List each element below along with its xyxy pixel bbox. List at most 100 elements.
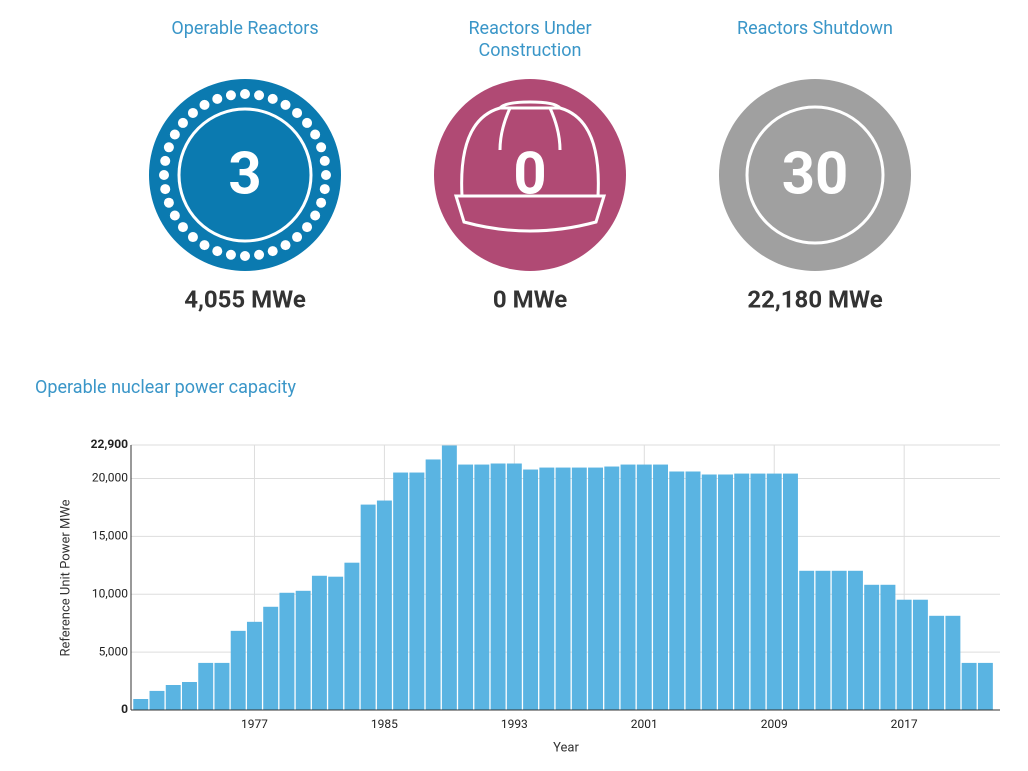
bar <box>799 570 815 710</box>
bar <box>393 472 409 710</box>
y-tick-label: 10,000 <box>92 586 128 600</box>
icon-dot <box>163 197 174 208</box>
bar <box>409 472 425 710</box>
bar <box>766 473 782 710</box>
bar <box>945 615 961 710</box>
icon-dot <box>292 107 303 118</box>
icon-dot <box>280 99 291 110</box>
icon-dot <box>316 142 327 153</box>
icon-dot <box>199 240 210 251</box>
icon-dot <box>319 184 330 195</box>
bar <box>263 606 279 710</box>
bar <box>896 599 912 710</box>
bar <box>847 570 863 710</box>
bar <box>311 575 327 710</box>
bar <box>474 464 490 710</box>
icon-dot <box>302 117 313 128</box>
stat-value: 0 <box>513 140 546 208</box>
icon-dot <box>199 99 210 110</box>
bar <box>929 615 945 710</box>
bar <box>669 471 685 710</box>
bar <box>246 621 262 710</box>
bar <box>458 464 474 710</box>
icon-dot <box>302 222 313 233</box>
bar <box>490 463 506 710</box>
bar <box>782 473 798 710</box>
bar <box>620 464 636 710</box>
bar <box>425 459 441 710</box>
bar <box>555 467 571 710</box>
icon-dot <box>212 246 223 257</box>
bar <box>880 584 896 710</box>
icon-dot <box>187 232 198 243</box>
x-tick-label: 1993 <box>501 717 528 731</box>
icon-dot <box>316 197 327 208</box>
stat-title: Reactors Shutdown <box>737 18 893 39</box>
bar <box>701 474 717 710</box>
icon-dot <box>240 89 250 99</box>
icon-dot <box>267 93 278 104</box>
bar <box>230 630 246 710</box>
icon-dot <box>169 210 180 221</box>
chart-title: Operable nuclear power capacity <box>35 377 296 398</box>
icon-dot <box>177 222 188 233</box>
bar <box>815 570 831 710</box>
stat-capacity: 4,055 MWe <box>184 285 306 313</box>
bar <box>295 590 311 710</box>
icon-dot <box>225 90 236 101</box>
bar <box>523 469 539 710</box>
x-tick-label: 2009 <box>761 717 788 731</box>
bar <box>653 464 668 710</box>
bar <box>328 576 344 710</box>
icon-dot <box>163 142 174 153</box>
bar <box>961 662 977 710</box>
bar <box>539 467 555 710</box>
icon-dot <box>292 232 303 243</box>
x-axis-label: Year <box>553 740 579 755</box>
icon-dot <box>310 210 321 221</box>
operable-icon <box>149 79 341 271</box>
icon-dot <box>321 170 331 180</box>
icon-dot <box>187 107 198 118</box>
bar <box>506 463 522 710</box>
icon-dot <box>160 155 171 166</box>
x-tick-label: 1977 <box>241 717 268 731</box>
bar <box>376 500 392 710</box>
bar <box>734 473 750 710</box>
stat-capacity: 0 MWe <box>493 285 567 313</box>
bar <box>182 681 197 710</box>
bar <box>604 466 620 710</box>
bar <box>344 562 360 710</box>
x-tick-label: 1985 <box>371 717 398 731</box>
icon-dot <box>267 246 278 257</box>
icon-dot <box>177 117 188 128</box>
bar <box>636 464 652 710</box>
y-axis-label: Reference Unit Power MWe <box>58 499 73 656</box>
bar <box>977 662 993 710</box>
stat-title: Reactors Under Construction <box>468 18 591 61</box>
icon-dot <box>319 155 330 166</box>
bar <box>718 474 733 710</box>
bar <box>750 473 766 710</box>
bar <box>149 690 165 710</box>
icon-dot <box>169 129 180 140</box>
bar <box>912 599 928 710</box>
stat-capacity: 22,180 MWe <box>747 285 882 313</box>
bar <box>214 662 230 710</box>
bar <box>831 570 847 710</box>
icon-dot <box>225 249 236 260</box>
y-tick-label: 22,900 <box>91 437 128 451</box>
bar <box>571 467 587 710</box>
x-tick-label: 2017 <box>891 717 918 731</box>
stat-value: 3 <box>228 140 261 208</box>
bar <box>588 467 604 710</box>
bar <box>864 584 880 710</box>
stat-title: Operable Reactors <box>171 18 318 39</box>
bar <box>198 662 214 710</box>
bar <box>360 504 376 710</box>
y-tick-label: 0 <box>121 702 128 716</box>
bar <box>279 592 295 710</box>
icon-dot <box>212 93 223 104</box>
icon-dot <box>160 184 171 195</box>
